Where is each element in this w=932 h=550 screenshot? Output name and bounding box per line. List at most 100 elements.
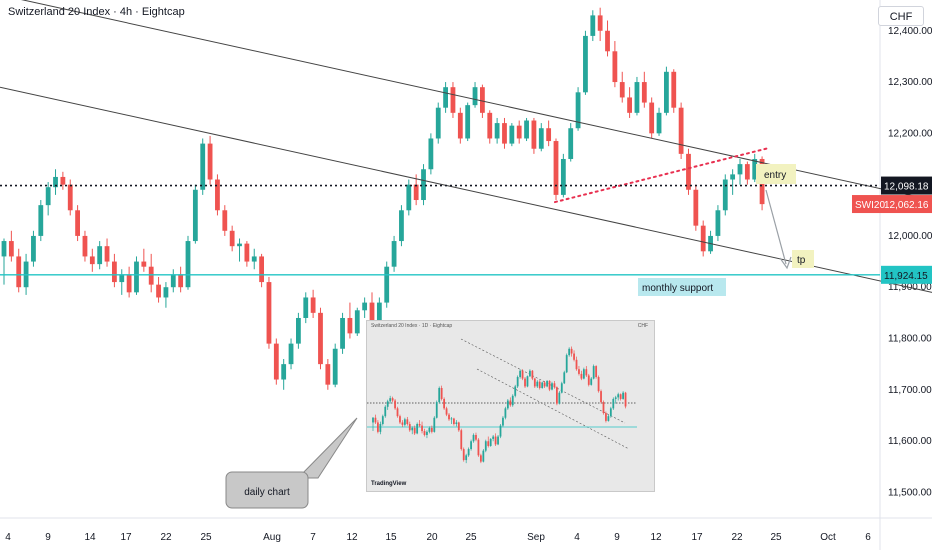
candle-body <box>45 187 51 206</box>
tp-label: tp <box>797 255 806 266</box>
candle-body <box>627 97 632 113</box>
candle-body <box>362 302 368 311</box>
candle-body <box>502 123 507 144</box>
candle-body <box>340 317 345 349</box>
candle-body <box>744 164 750 180</box>
inset-candle-body <box>438 387 441 403</box>
price-axis-tick: 12,200.00 <box>888 128 932 139</box>
inset-candle-body <box>614 397 617 399</box>
candle-body <box>612 51 618 83</box>
candle-body <box>722 179 728 211</box>
time-axis-tick: 17 <box>120 532 132 543</box>
inset-candle-body <box>619 394 622 399</box>
candle-body <box>634 82 640 113</box>
inset-candle-body <box>521 370 524 379</box>
inset-candle-body <box>533 378 536 387</box>
symbol-tag: SWI20 <box>855 200 885 211</box>
projection-arrow-line <box>765 189 787 265</box>
time-axis-tick: 22 <box>160 532 172 543</box>
candle-body <box>693 189 699 226</box>
inset-candle-body <box>546 380 548 387</box>
inset-candle-body <box>558 392 561 404</box>
time-axis-tick: 12 <box>650 532 662 543</box>
candle-body <box>332 348 338 385</box>
candle-body <box>141 261 147 267</box>
callout-pointer <box>296 417 358 479</box>
inset-candle-body <box>472 434 475 442</box>
candle-body <box>53 176 58 188</box>
inset-candle-body <box>391 398 394 401</box>
inset-candle-body <box>570 348 573 354</box>
time-axis-tick: 22 <box>731 532 743 543</box>
inset-candle-body <box>575 359 578 370</box>
candle-body <box>524 120 529 139</box>
inset-candle-body <box>548 380 551 390</box>
inset-candle-body <box>590 378 593 385</box>
time-axis-tick: Aug <box>263 532 281 543</box>
candle-body <box>266 282 272 344</box>
inset-candle-body <box>386 401 389 407</box>
inset-candle-body <box>377 422 379 432</box>
candle-body <box>237 243 242 247</box>
inset-candle-body <box>555 387 558 404</box>
inset-candle-body <box>511 395 514 406</box>
candle-body <box>347 317 353 334</box>
inset-candle-body <box>602 402 605 414</box>
chart-title: Switzerland 20 Index · 4h · Eightcap <box>8 6 185 18</box>
monthly-support-label: monthly support <box>642 283 713 294</box>
inset-candle-body <box>484 441 487 451</box>
candle-body <box>509 125 515 144</box>
support-price-tag <box>881 265 932 284</box>
candle-body <box>200 143 206 190</box>
candle-body <box>428 138 434 170</box>
daily-chart-label: daily chart <box>244 487 290 498</box>
support-price-text: 11,924.15 <box>884 271 928 282</box>
candle-body <box>60 176 66 185</box>
inset-candle-body <box>381 416 384 425</box>
candle-body <box>281 364 287 380</box>
candle-body <box>97 246 103 265</box>
candle-body <box>480 87 485 113</box>
candle-body <box>325 364 331 385</box>
candle-body <box>516 125 522 139</box>
candle-body <box>597 15 603 31</box>
candle-body <box>472 87 478 106</box>
candle-body <box>700 225 706 252</box>
inset-candle-body <box>519 370 522 378</box>
inset-candle-body <box>440 387 443 399</box>
time-axis-tick: 14 <box>84 532 96 543</box>
time-axis-tick: 20 <box>426 532 438 543</box>
inset-candle-body <box>455 422 458 425</box>
candle-body <box>207 143 213 180</box>
inset-candle-body <box>401 422 404 425</box>
candle-body <box>435 107 441 139</box>
candle-body <box>450 87 456 113</box>
price-axis-tick: 12,000.00 <box>888 231 932 242</box>
inset-candle-body <box>587 375 590 385</box>
candle-body <box>487 112 493 139</box>
time-axis-tick: 25 <box>465 532 477 543</box>
inset-candle-body <box>592 366 595 379</box>
inset-candle-body <box>580 373 583 379</box>
currency-button[interactable]: CHF <box>878 6 924 26</box>
inset-candle-body <box>487 441 490 446</box>
inset-chart-svg <box>367 338 637 464</box>
inset-candle-body <box>607 416 610 421</box>
inset-candle-body <box>492 436 495 439</box>
channel-trendline[interactable] <box>0 86 932 293</box>
candle-body <box>421 169 426 201</box>
projection-arrowhead <box>779 256 792 270</box>
inset-candle-body <box>389 398 392 402</box>
inset-candle-body <box>426 431 428 435</box>
candle-body <box>590 15 596 36</box>
inset-candle-body <box>477 439 480 456</box>
candle-body <box>273 343 279 380</box>
rising-dotted-line[interactable] <box>554 146 771 204</box>
time-axis-tick: 9 <box>614 532 620 543</box>
inset-candle-body <box>399 416 401 423</box>
candle-body <box>737 164 743 175</box>
inset-candle-body <box>516 377 519 387</box>
inset-candle-body <box>568 348 571 356</box>
